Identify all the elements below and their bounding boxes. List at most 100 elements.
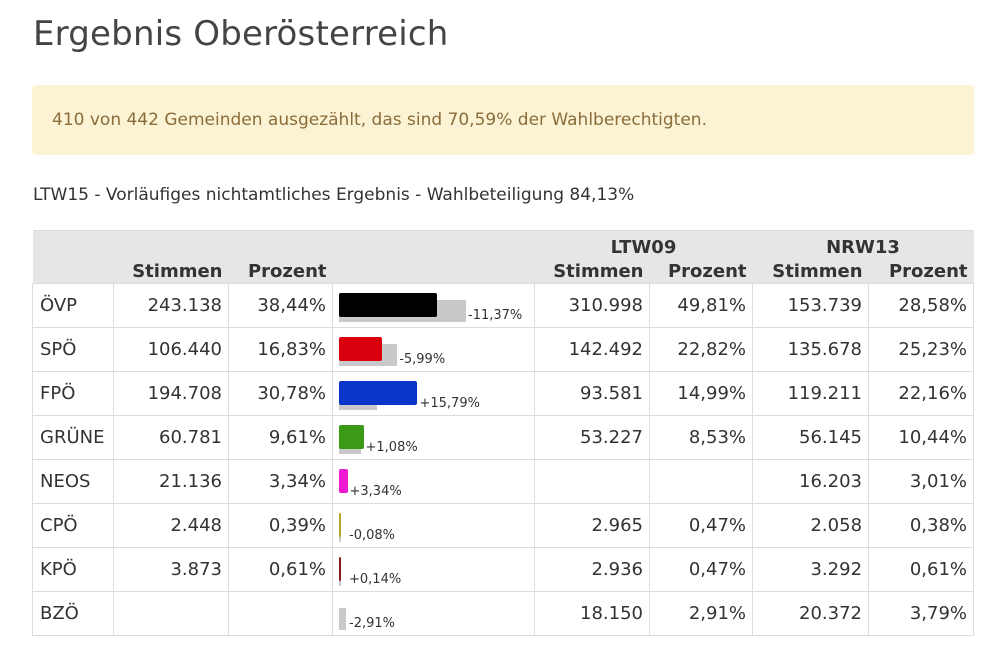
ltw09-percent: 22,82% (648, 327, 754, 372)
change-bar-cell: +3,34% (332, 459, 535, 504)
current-result-bar (339, 381, 418, 405)
change-bar-cell: -11,37% (332, 283, 535, 328)
change-label: +3,34% (349, 484, 402, 499)
nrw13-votes: 135.678 (752, 327, 870, 372)
votes: 194.708 (113, 371, 229, 416)
nrw13-percent: 0,61% (868, 547, 975, 592)
table-row: BZÖ -2,91% 18.150 2,91% 20.372 3,79% (32, 591, 975, 636)
ltw09-percent: 0,47% (648, 547, 754, 592)
change-label: -5,99% (399, 352, 446, 367)
ltw09-percent (648, 459, 754, 504)
table-row: KPÖ 3.873 0,61% +0,14% 2.936 0,47% 3.292… (32, 547, 975, 592)
results-table: LTW09 NRW13 Stimmen Prozent Stimmen Proz… (32, 230, 975, 636)
header-nrw13-prozent: Prozent (868, 258, 974, 284)
nrw13-percent: 28,58% (868, 283, 975, 328)
header-prozent: Prozent (228, 258, 333, 284)
change-label: -2,91% (349, 616, 395, 631)
change-bars: -2,91% (339, 601, 529, 631)
change-bar-cell: +15,79% (332, 371, 535, 416)
ltw09-votes (534, 459, 650, 504)
votes: 3.873 (113, 547, 229, 592)
party-name: FPÖ (32, 371, 114, 416)
change-bar-cell: -2,91% (332, 591, 535, 636)
page-title: Ergebnis Oberösterreich (33, 14, 449, 54)
party-name: BZÖ (32, 591, 114, 636)
nrw13-votes: 2.058 (752, 503, 870, 548)
change-bars: -11,37% (339, 293, 529, 323)
table-row: CPÖ 2.448 0,39% -0,08% 2.965 0,47% 2.058… (32, 503, 975, 548)
previous-result-bar (339, 608, 347, 630)
change-bars: +15,79% (339, 381, 529, 411)
ltw09-votes: 93.581 (534, 371, 650, 416)
votes: 243.138 (113, 283, 229, 328)
counting-status-alert: 410 von 442 Gemeinden ausgezählt, das si… (32, 85, 974, 155)
change-bar-cell: -0,08% (332, 503, 535, 548)
table-row: GRÜNE 60.781 9,61% +1,08% 53.227 8,53% 5… (32, 415, 975, 460)
nrw13-votes: 16.203 (752, 459, 870, 504)
current-result-bar (339, 337, 382, 361)
change-label: +15,79% (419, 396, 480, 411)
table-row: FPÖ 194.708 30,78% +15,79% 93.581 14,99%… (32, 371, 975, 416)
change-bar-cell: +0,14% (332, 547, 535, 592)
nrw13-votes: 153.739 (752, 283, 870, 328)
current-result-bar (339, 293, 438, 317)
percent: 30,78% (228, 371, 333, 416)
votes: 2.448 (113, 503, 229, 548)
party-name: GRÜNE (32, 415, 114, 460)
change-label: +1,08% (365, 440, 418, 455)
votes: 106.440 (113, 327, 229, 372)
nrw13-votes: 3.292 (752, 547, 870, 592)
nrw13-votes: 56.145 (752, 415, 870, 460)
party-name: KPÖ (32, 547, 114, 592)
ltw09-percent: 14,99% (648, 371, 754, 416)
votes (113, 591, 229, 636)
current-result-bar (339, 425, 364, 449)
nrw13-percent: 3,79% (868, 591, 975, 636)
nrw13-percent: 10,44% (868, 415, 975, 460)
percent: 9,61% (228, 415, 333, 460)
nrw13-votes: 119.211 (752, 371, 870, 416)
table-row: ÖVP 243.138 38,44% -11,37% 310.998 49,81… (32, 283, 975, 328)
nrw13-percent: 25,23% (868, 327, 975, 372)
change-label: -0,08% (349, 528, 395, 543)
change-label: +0,14% (349, 572, 402, 587)
percent: 0,39% (228, 503, 333, 548)
change-bars: +1,08% (339, 425, 529, 455)
votes: 21.136 (113, 459, 229, 504)
current-result-bar (339, 513, 341, 537)
ltw09-votes: 142.492 (534, 327, 650, 372)
party-name: CPÖ (32, 503, 114, 548)
ltw09-votes: 2.965 (534, 503, 650, 548)
ltw09-percent: 0,47% (648, 503, 754, 548)
percent (228, 591, 333, 636)
ltw09-votes: 310.998 (534, 283, 650, 328)
table-row: SPÖ 106.440 16,83% -5,99% 142.492 22,82%… (32, 327, 975, 372)
counting-status-text: 410 von 442 Gemeinden ausgezählt, das si… (52, 110, 707, 130)
column-header-row: Stimmen Prozent Stimmen Prozent Stimmen … (32, 258, 974, 284)
votes: 60.781 (113, 415, 229, 460)
results-body: ÖVP 243.138 38,44% -11,37% 310.998 49,81… (32, 283, 975, 636)
percent: 3,34% (228, 459, 333, 504)
ltw09-votes: 53.227 (534, 415, 650, 460)
table-row: NEOS 21.136 3,34% +3,34% 16.203 3,01% (32, 459, 975, 504)
nrw13-percent: 22,16% (868, 371, 975, 416)
party-name: SPÖ (32, 327, 114, 372)
ltw09-percent: 49,81% (648, 283, 754, 328)
change-bars: +0,14% (339, 557, 529, 587)
ltw09-percent: 2,91% (648, 591, 754, 636)
result-subtitle: LTW15 - Vorläufiges nichtamtliches Ergeb… (33, 185, 635, 205)
table-header: LTW09 NRW13 Stimmen Prozent Stimmen Proz… (32, 230, 974, 284)
header-ltw09-stimmen: Stimmen (534, 258, 650, 284)
change-bar-cell: +1,08% (332, 415, 535, 460)
percent: 0,61% (228, 547, 333, 592)
change-bars: -5,99% (339, 337, 529, 367)
change-bars: +3,34% (339, 469, 529, 499)
nrw13-percent: 0,38% (868, 503, 975, 548)
group-header-row: LTW09 NRW13 (32, 230, 974, 258)
party-name: ÖVP (32, 283, 114, 328)
change-bar-cell: -5,99% (332, 327, 535, 372)
current-result-bar (339, 469, 348, 493)
header-stimmen: Stimmen (113, 258, 229, 284)
header-ltw09-prozent: Prozent (649, 258, 753, 284)
